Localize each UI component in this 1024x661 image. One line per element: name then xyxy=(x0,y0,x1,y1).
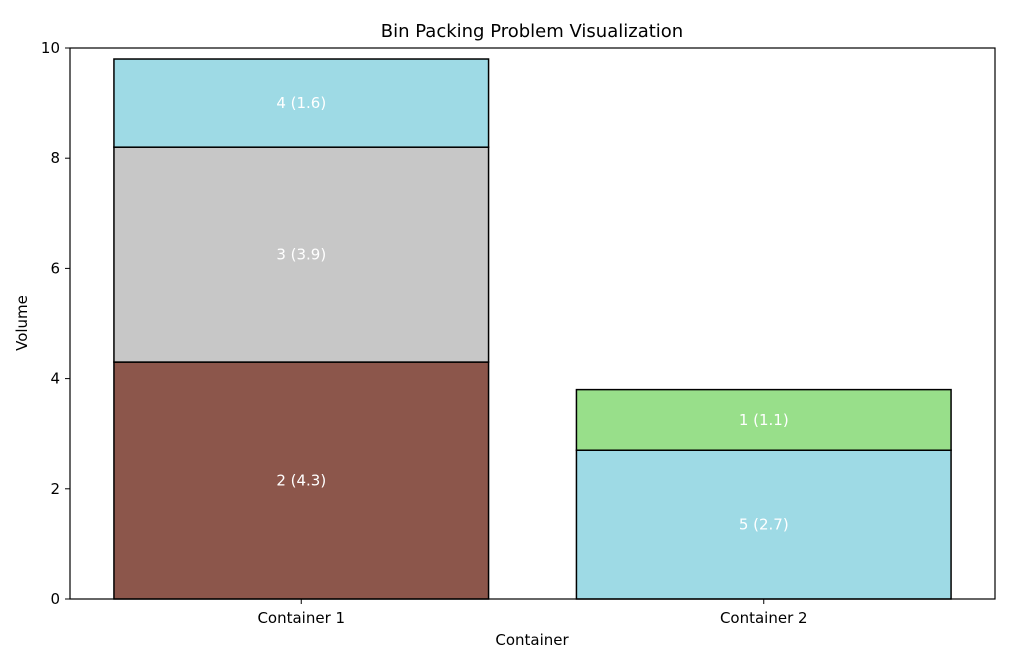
bar-segment xyxy=(575,449,952,600)
y-tick-label: 0 xyxy=(50,590,60,608)
y-tick-label: 6 xyxy=(50,259,60,277)
x-tick-label: Container 1 xyxy=(257,609,345,627)
bar-segment xyxy=(575,388,952,451)
chart-title: Bin Packing Problem Visualization xyxy=(381,21,683,42)
y-tick-label: 4 xyxy=(50,370,60,388)
x-tick-label: Container 2 xyxy=(720,609,808,627)
segment-label: 3 (3.9) xyxy=(276,246,326,264)
y-tick-label: 10 xyxy=(41,39,60,57)
y-axis-label: Volume xyxy=(13,295,31,351)
x-axis-label: Container xyxy=(495,631,569,649)
plot-frame xyxy=(69,47,996,600)
axes-layer: Container 1 Container 2 0 2 4 6 8 10 xyxy=(41,39,996,627)
y-tick-label: 2 xyxy=(50,480,60,498)
y-tick-label: 8 xyxy=(50,149,60,167)
segment-label: 2 (4.3) xyxy=(276,472,326,490)
bar-segment xyxy=(113,361,490,600)
bar-segment xyxy=(113,146,490,363)
bar-segment xyxy=(113,58,490,148)
segment-label: 1 (1.1) xyxy=(739,411,789,429)
segment-label: 5 (2.7) xyxy=(739,516,789,534)
bars-layer: 2 (4.3) 3 (3.9) 4 (1.6) 5 (2.7) 1 (1.1) xyxy=(113,58,952,600)
segment-label: 4 (1.6) xyxy=(276,94,326,112)
